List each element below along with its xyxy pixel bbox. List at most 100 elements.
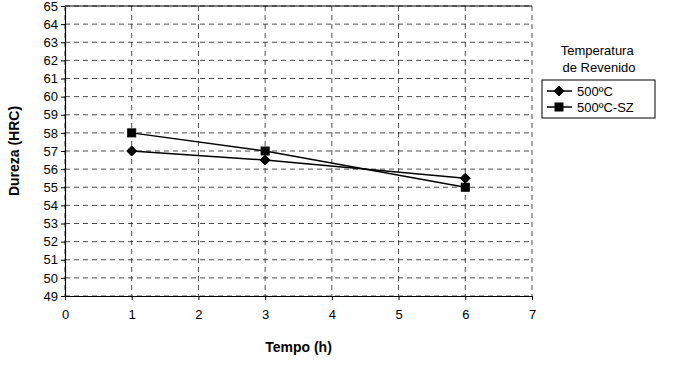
y-tick: 55 <box>44 180 65 195</box>
series-marker <box>260 155 270 165</box>
y-tick: 50 <box>44 271 65 286</box>
y-tick-label: 57 <box>44 144 58 159</box>
grid-line-y <box>65 78 532 79</box>
y-tick: 52 <box>44 234 65 249</box>
x-tick: 1 <box>129 296 136 322</box>
x-tick-label: 2 <box>195 307 202 322</box>
legend-box <box>542 80 655 118</box>
grid <box>65 6 532 296</box>
y-axis-title: Dureza (HRC) <box>6 106 22 196</box>
y-tick-label: 65 <box>44 0 58 14</box>
y-tick-label: 58 <box>44 126 58 141</box>
y-tick-label: 56 <box>44 162 58 177</box>
chart: 0123456749505152535455565758596061626364… <box>0 0 695 370</box>
legend-marker <box>554 86 564 96</box>
y-tick: 65 <box>44 0 65 14</box>
y-tick: 59 <box>44 107 65 122</box>
y-tick: 49 <box>44 289 65 304</box>
x-tick: 4 <box>329 296 336 322</box>
x-axis-title: Tempo (h) <box>265 339 332 355</box>
y-tick-label: 59 <box>44 107 58 122</box>
grid-line-y <box>65 24 532 25</box>
y-axis: 4950515253545556575859606162636465 <box>44 0 66 304</box>
x-tick-mark <box>399 296 400 300</box>
x-tick-mark <box>265 296 266 300</box>
x-axis: 0 1 2 3 4 5 6 7 <box>62 296 536 322</box>
x-axis-line <box>66 296 533 297</box>
grid-line-y <box>65 96 532 97</box>
series-marker <box>127 146 137 156</box>
x-tick: 2 <box>195 296 202 322</box>
y-tick: 54 <box>44 198 65 213</box>
grid-line-y <box>65 241 532 242</box>
y-tick-mark <box>61 60 65 61</box>
y-tick: 62 <box>44 53 65 68</box>
y-tick: 63 <box>44 35 65 50</box>
y-tick-mark <box>61 187 65 188</box>
y-tick-mark <box>61 242 65 243</box>
grid-line-x <box>198 6 199 296</box>
legend-label: 500ºC <box>577 84 613 99</box>
x-tick-label: 5 <box>395 307 402 322</box>
y-tick-mark <box>61 296 65 297</box>
x-tick-label: 4 <box>329 307 336 322</box>
y-tick-mark <box>61 24 65 25</box>
y-tick-mark <box>61 205 65 206</box>
y-tick-label: 53 <box>44 216 58 231</box>
plot: 0123456749505152535455565758596061626364… <box>44 0 537 322</box>
y-tick: 57 <box>44 144 65 159</box>
series-line <box>132 151 466 178</box>
series-line <box>132 133 466 187</box>
y-tick-label: 63 <box>44 35 58 50</box>
series-marker <box>461 183 469 191</box>
y-tick-label: 62 <box>44 53 58 68</box>
series-marker <box>460 173 470 183</box>
y-tick-mark <box>61 278 65 279</box>
x-tick: 5 <box>395 296 402 322</box>
legend-marker <box>555 103 563 111</box>
y-tick-mark <box>61 97 65 98</box>
x-tick-label: 7 <box>529 307 536 322</box>
y-axis-line <box>65 7 66 297</box>
series-group <box>127 129 471 191</box>
y-tick-mark <box>61 224 65 225</box>
y-tick-label: 64 <box>44 17 58 32</box>
grid-line-x <box>532 6 533 296</box>
grid-line-y <box>65 277 532 278</box>
x-tick-mark <box>465 296 466 300</box>
grid-line-x <box>398 6 399 296</box>
y-tick: 53 <box>44 216 65 231</box>
y-tick: 61 <box>44 71 65 86</box>
x-tick: 0 <box>62 296 69 322</box>
grid-line-y <box>65 296 532 297</box>
x-tick-mark <box>532 296 533 300</box>
y-tick-mark <box>61 260 65 261</box>
legend: Temperatura de Revenido 500ºC500ºC-SZ <box>542 43 655 118</box>
grid-line-y <box>65 205 532 206</box>
y-tick-label: 55 <box>44 180 58 195</box>
series-marker <box>128 129 136 137</box>
x-tick-mark <box>65 296 66 300</box>
y-tick-label: 52 <box>44 234 58 249</box>
grid-line-x <box>465 6 466 296</box>
grid-line-y <box>65 114 532 115</box>
x-tick-label: 0 <box>62 307 69 322</box>
x-tick-label: 6 <box>462 307 469 322</box>
legend-title: Temperatura de Revenido <box>561 43 638 75</box>
grid-line-y <box>65 259 532 260</box>
x-tick: 6 <box>462 296 469 322</box>
y-tick-label: 50 <box>44 271 58 286</box>
x-tick-label: 1 <box>129 307 136 322</box>
x-tick: 7 <box>529 296 536 322</box>
y-tick: 64 <box>44 17 65 32</box>
y-tick-mark <box>61 169 65 170</box>
legend-label: 500ºC-SZ <box>577 100 634 115</box>
y-tick-mark <box>61 42 65 43</box>
y-tick-label: 54 <box>44 198 58 213</box>
grid-line-y <box>65 223 532 224</box>
y-tick-mark <box>61 79 65 80</box>
x-tick-label: 3 <box>262 307 269 322</box>
y-tick-label: 60 <box>44 89 58 104</box>
grid-line-y <box>65 169 532 170</box>
x-tick: 3 <box>262 296 269 322</box>
